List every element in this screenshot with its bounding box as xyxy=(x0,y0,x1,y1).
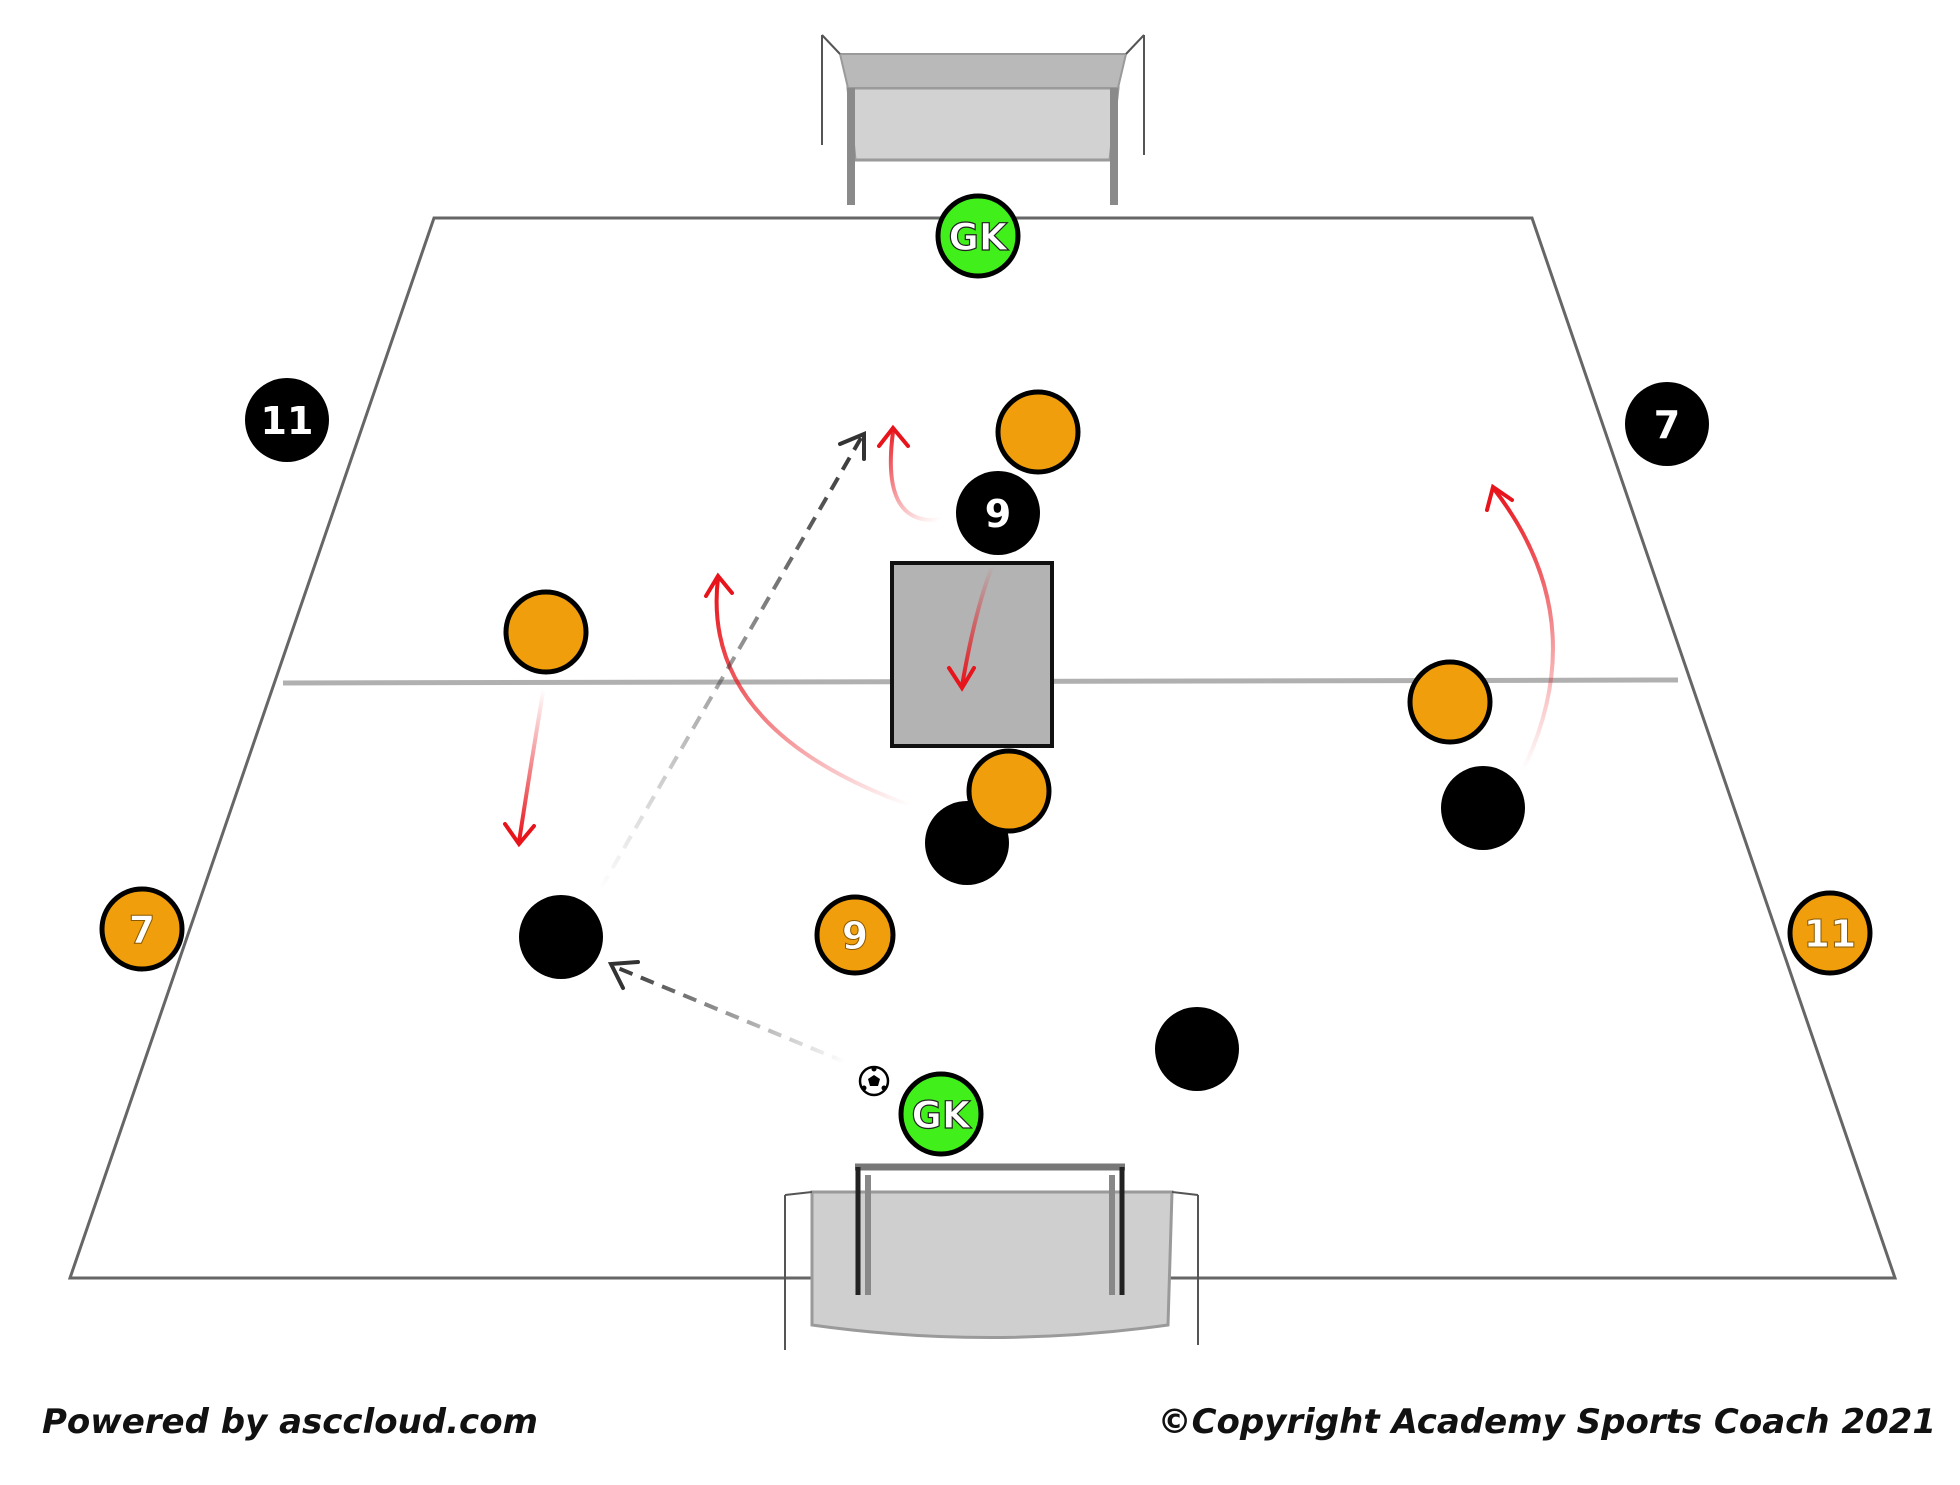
orange-player xyxy=(995,389,1081,475)
black-player-11-label: 11 xyxy=(261,399,314,443)
goalkeeper-top-label: GK xyxy=(948,216,1008,259)
orange-player xyxy=(1407,659,1493,745)
orange-player-11-label: 11 xyxy=(1804,912,1857,956)
orange-player-9: 9 xyxy=(814,894,896,976)
black-player-9-label: 9 xyxy=(985,492,1011,536)
orange-player xyxy=(966,748,1052,834)
goalkeeper-bottom: GK xyxy=(898,1071,984,1157)
top-goal xyxy=(821,34,1145,205)
orange-player-7-label: 7 xyxy=(129,908,155,952)
copyright-text: ©Copyright Academy Sports Coach 2021 xyxy=(1157,1402,1936,1442)
orange-player-11: 11 xyxy=(1787,890,1873,976)
black-player xyxy=(1441,766,1525,850)
black-player-9: 9 xyxy=(956,471,1040,555)
pass-arrowhead xyxy=(838,431,866,461)
soccer-ball-icon xyxy=(858,1065,890,1097)
black-player-7: 7 xyxy=(1625,382,1709,466)
orange-player-7: 7 xyxy=(99,886,185,972)
powered-by-text: Powered by asccloud.com xyxy=(42,1402,538,1442)
movement-arrow xyxy=(947,565,994,692)
movement-arrow xyxy=(1485,483,1555,772)
movement-arrow xyxy=(704,572,914,808)
black-player xyxy=(1155,1007,1239,1091)
movement-arrow xyxy=(503,690,545,848)
pass-arrow xyxy=(612,964,846,1064)
black-player-11: 11 xyxy=(245,378,329,462)
goalkeeper-top: GK xyxy=(935,193,1021,279)
orange-player xyxy=(503,589,589,675)
central-zone-box xyxy=(890,561,1054,748)
black-player-7-label: 7 xyxy=(1654,403,1680,447)
pass-arrow xyxy=(599,436,863,890)
movement-arrow xyxy=(877,424,947,523)
black-player xyxy=(519,895,603,979)
pass-arrowhead xyxy=(607,960,640,990)
goalkeeper-bottom-label: GK xyxy=(911,1094,971,1137)
bottom-goal xyxy=(784,1163,1199,1350)
orange-player-9-label: 9 xyxy=(842,914,868,958)
